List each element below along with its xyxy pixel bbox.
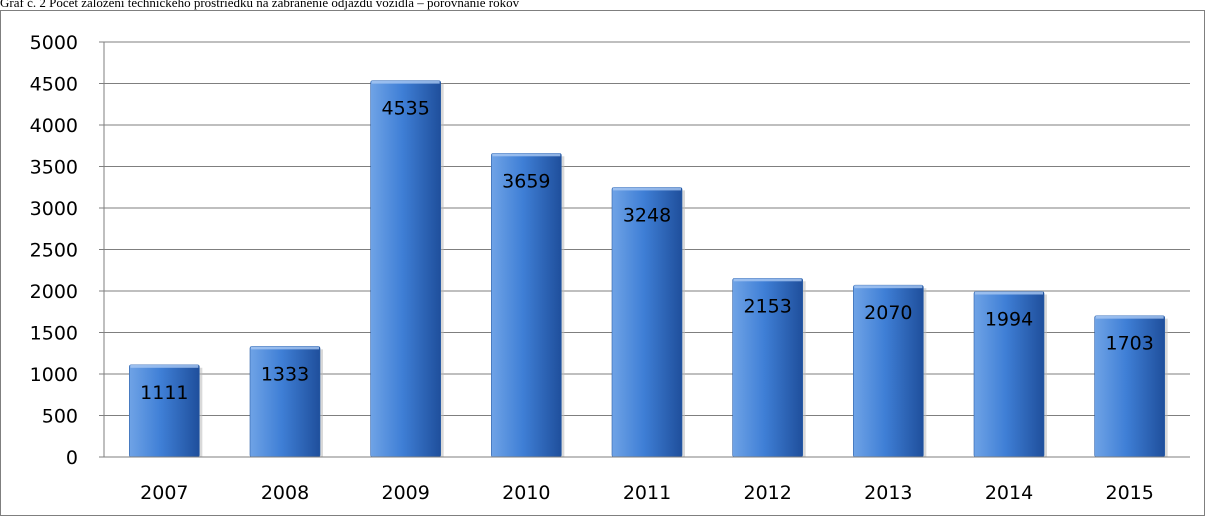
x-tick-label: 2008 — [261, 482, 309, 504]
data-label: 2153 — [743, 295, 791, 317]
bar-highlight — [613, 187, 681, 191]
bar — [491, 153, 562, 458]
y-tick-label: 1500 — [30, 323, 78, 345]
bar — [129, 364, 200, 458]
data-label: 1703 — [1105, 333, 1153, 355]
data-label: 3659 — [502, 170, 550, 192]
y-tick-label: 3500 — [30, 157, 78, 179]
y-tick-label: 1000 — [30, 364, 78, 386]
bar-highlight — [371, 80, 440, 84]
y-tick-label: 3000 — [30, 198, 78, 220]
x-tick-label: 2014 — [985, 482, 1033, 504]
bar-highlight — [492, 153, 561, 157]
bar — [370, 80, 441, 458]
x-axis: 2007 2008 2009 2010 2011 2012 2013 2014 2015 — [104, 456, 1190, 504]
data-label: 2070 — [864, 302, 912, 324]
y-tick-label: 500 — [42, 406, 78, 428]
data-label: 1111 — [140, 382, 188, 404]
data-label: 3248 — [623, 204, 671, 226]
x-tick-label: 2015 — [1105, 482, 1153, 504]
x-tick-label: 2009 — [381, 482, 429, 504]
bar-highlight — [1095, 315, 1164, 319]
chart-caption: Graf č. 2 Počet založení technického pro… — [0, 0, 520, 10]
bar-highlight — [251, 346, 319, 350]
bar-highlight — [854, 285, 923, 289]
x-tick-label: 2011 — [623, 482, 671, 504]
x-tick-label: 2010 — [502, 482, 550, 504]
x-tick-label: 2013 — [864, 482, 912, 504]
bar — [611, 187, 683, 458]
y-tick-label: 4500 — [30, 74, 78, 96]
bar-highlight — [975, 291, 1043, 295]
x-tick-label: 2007 — [140, 482, 188, 504]
data-label: 1333 — [261, 363, 309, 385]
data-label: 4535 — [381, 98, 429, 120]
y-tick-label: 2000 — [30, 281, 78, 303]
y-tick-label: 0 — [66, 447, 78, 469]
y-axis: 0 500 1000 1500 2000 2500 3000 3500 4000 4500 5000 — [30, 32, 105, 469]
y-tick-label: 2500 — [30, 240, 78, 262]
bar-highlight — [130, 364, 199, 368]
bars: 1111 1333 4535 3659 3248 2153 2070 1994 1703 — [129, 80, 1168, 458]
y-tick-label: 4000 — [30, 115, 78, 137]
y-tick-label: 5000 — [30, 32, 78, 54]
bar-highlight — [733, 278, 802, 282]
data-label: 1994 — [985, 308, 1033, 330]
x-tick-label: 2012 — [743, 482, 791, 504]
